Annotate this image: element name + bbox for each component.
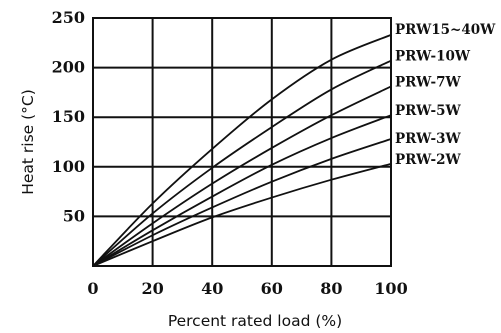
curves	[92, 34, 392, 267]
series-curve	[92, 34, 392, 267]
x-tick-label: 40	[201, 279, 223, 298]
series-label: PRW15~40W	[395, 22, 496, 38]
series-label: PRW-7W	[395, 74, 461, 90]
series-curve	[92, 85, 392, 267]
series-label: PRW-3W	[395, 131, 461, 147]
x-tick-label: 60	[261, 279, 283, 298]
y-axis-ticks: 50 100 150 200 250	[52, 8, 85, 225]
series-curve	[92, 138, 392, 267]
x-axis-title: Percent rated load (%)	[168, 312, 342, 330]
series-label: PRW-2W	[395, 152, 461, 168]
series-curve	[92, 114, 392, 267]
y-tick-label: 100	[52, 157, 85, 176]
x-tick-label: 0	[87, 279, 98, 298]
x-tick-label: 20	[141, 279, 163, 298]
y-tick-label: 150	[52, 107, 85, 126]
series-curve	[92, 162, 392, 267]
y-tick-label: 250	[52, 8, 85, 27]
x-tick-label: 100	[374, 279, 407, 298]
plot-frame	[92, 17, 392, 267]
x-tick-label: 80	[320, 279, 342, 298]
series-label: PRW-10W	[395, 49, 471, 65]
grid	[93, 18, 391, 266]
series-curve	[92, 59, 392, 267]
x-axis-ticks: 0 20 40 60 80 100	[87, 279, 407, 298]
y-tick-label: 200	[52, 58, 85, 77]
y-tick-label: 50	[63, 206, 85, 225]
series-label: PRW-5W	[395, 103, 461, 119]
y-axis-title: Heat rise (°C)	[19, 89, 37, 195]
series-labels: PRW15~40W PRW-10W PRW-7W PRW-5W PRW-3W PRW-2W	[395, 22, 496, 168]
